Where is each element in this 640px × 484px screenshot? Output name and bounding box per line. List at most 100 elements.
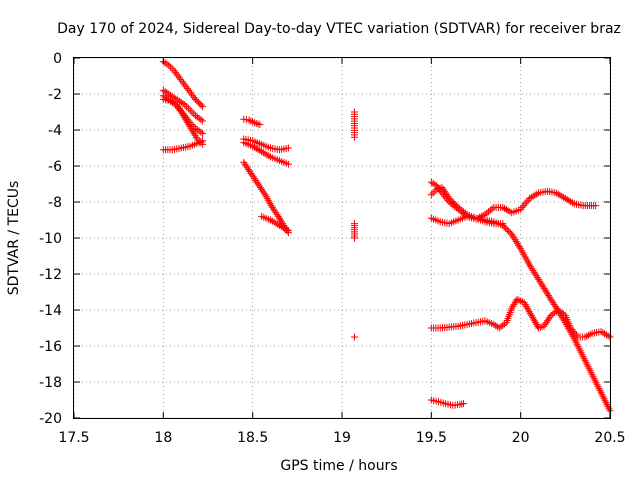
- data-point: [509, 302, 517, 310]
- x-tick-label: 17.5: [58, 430, 89, 446]
- data-point: [250, 119, 258, 127]
- data-point: [181, 81, 189, 89]
- data-point: [444, 196, 452, 204]
- data-point: [556, 191, 564, 199]
- data-point: [246, 167, 254, 175]
- x-tick-label: 18.5: [237, 430, 268, 446]
- data-point: [567, 198, 575, 206]
- data-point: [263, 151, 271, 159]
- data-point: [505, 227, 513, 235]
- ticks-layer: 17.5 18 18.5 19 19.5 20 20.5 0 -2 -4 -6 -8 -10 -12 -14…: [39, 51, 625, 446]
- data-point: [539, 283, 547, 291]
- data-point: [175, 104, 183, 112]
- data-point: [250, 175, 258, 183]
- data-point: [196, 100, 204, 108]
- data-point: [265, 152, 273, 160]
- y-tick-label: -4: [48, 123, 62, 139]
- data-point: [254, 180, 262, 188]
- data-point: [485, 208, 493, 216]
- data-point: [545, 315, 553, 323]
- series-13: [427, 212, 507, 228]
- y-tick-label: -6: [48, 159, 62, 175]
- data-point: [530, 317, 538, 325]
- y-tick-label: -16: [39, 339, 62, 355]
- data-point: [249, 173, 257, 181]
- x-tick-label: 19.5: [416, 430, 447, 446]
- data-point: [529, 266, 537, 274]
- data-point: [541, 286, 549, 294]
- data-point: [427, 191, 435, 199]
- data-point: [268, 217, 276, 225]
- data-point: [252, 119, 260, 127]
- data-point: [497, 323, 505, 331]
- data-point: [530, 268, 538, 276]
- data-point: [190, 130, 198, 138]
- data-point: [259, 187, 267, 195]
- data-point: [254, 120, 262, 128]
- data-point: [515, 296, 523, 304]
- data-point: [547, 295, 555, 303]
- data-point: [170, 100, 178, 108]
- data-point: [256, 184, 264, 192]
- data-point: [431, 181, 439, 189]
- data-point: [284, 144, 292, 152]
- data-point: [193, 113, 201, 121]
- data-point: [274, 212, 282, 220]
- data-point: [552, 189, 560, 197]
- data-point: [186, 88, 194, 96]
- data-point: [599, 329, 607, 337]
- data-point: [351, 234, 359, 242]
- data-point: [602, 331, 610, 339]
- data-point: [502, 206, 510, 214]
- data-point: [543, 290, 551, 298]
- series-9: [258, 212, 292, 235]
- data-point: [545, 292, 553, 300]
- data-point: [186, 122, 194, 130]
- data-point: [511, 299, 519, 307]
- data-point: [554, 190, 562, 198]
- data-point: [540, 322, 548, 330]
- data-point: [168, 65, 176, 73]
- data-point: [527, 263, 535, 271]
- data-point: [529, 192, 537, 200]
- data-point: [502, 224, 510, 232]
- data-point: [527, 311, 535, 319]
- data-point: [500, 223, 508, 231]
- data-point: [241, 160, 249, 168]
- data-point: [184, 119, 192, 127]
- data-point: [521, 301, 529, 309]
- data-point: [256, 121, 264, 129]
- data-point: [270, 218, 278, 226]
- data-point: [177, 98, 185, 106]
- data-point: [171, 68, 179, 76]
- data-point: [504, 207, 512, 215]
- data-point: [199, 103, 207, 111]
- data-point: [197, 116, 205, 124]
- y-tick-label: -14: [39, 303, 62, 319]
- data-point: [178, 110, 186, 118]
- data-point: [571, 329, 579, 337]
- data-point: [177, 76, 185, 84]
- data-point: [437, 187, 445, 195]
- data-point: [429, 189, 437, 197]
- data-point: [523, 198, 531, 206]
- data-point: [187, 124, 195, 132]
- x-tick-label: 20.5: [594, 430, 625, 446]
- data-point: [581, 333, 589, 341]
- data-point: [508, 304, 516, 312]
- data-point: [549, 310, 557, 318]
- data-point: [558, 192, 566, 200]
- data-point: [546, 293, 554, 301]
- data-point: [551, 302, 559, 310]
- data-point: [252, 176, 260, 184]
- data-point: [533, 274, 541, 282]
- data-point: [542, 288, 550, 296]
- data-point: [189, 128, 197, 136]
- data-point: [271, 207, 279, 215]
- data-point: [528, 265, 536, 273]
- data-point: [435, 185, 443, 193]
- data-point: [458, 208, 466, 216]
- data-point: [561, 194, 569, 202]
- data-point: [445, 198, 453, 206]
- data-point: [521, 200, 529, 208]
